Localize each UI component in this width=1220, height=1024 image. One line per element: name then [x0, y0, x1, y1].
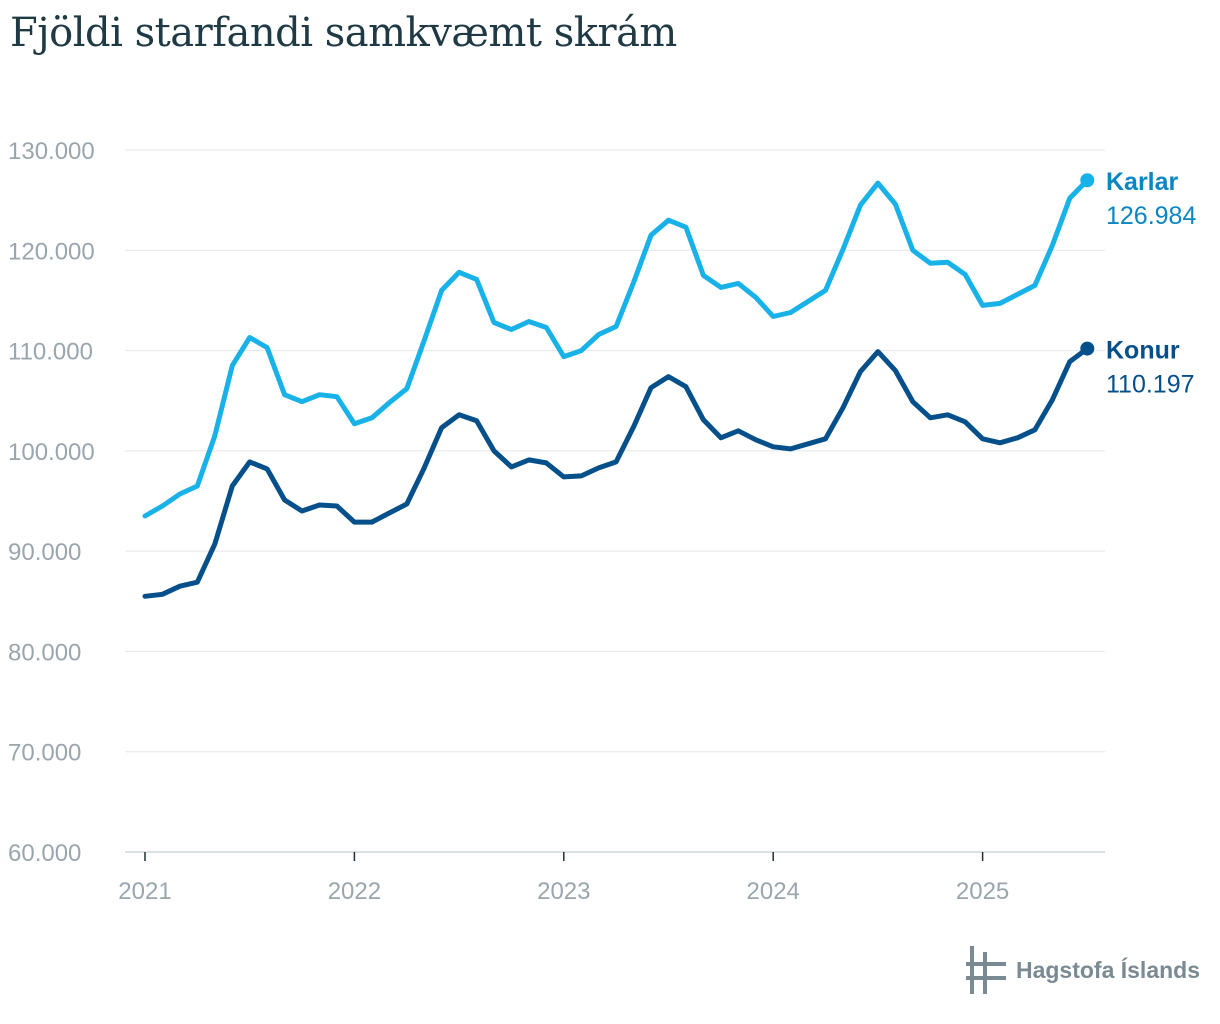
chart-title: Fjöldi starfandi samkvæmt skrám: [10, 10, 677, 56]
y-tick-label: 110.000: [8, 339, 93, 366]
y-tick-label: 100.000: [8, 439, 95, 466]
grid-lines: [125, 149, 1105, 853]
x-tick-label: 2024: [747, 878, 800, 905]
series-value-label: 110.197: [1106, 371, 1195, 399]
y-tick-label: 130.000: [8, 138, 95, 165]
series-name-label: Karlar: [1106, 168, 1179, 196]
series-value-label: 126.984: [1106, 202, 1196, 230]
y-tick-label: 70.000: [8, 740, 81, 767]
series-name-label: Konur: [1106, 337, 1180, 365]
series-labels: Karlar 126.984 Konur 110.197: [1106, 168, 1196, 398]
logo-text: Hagstofa Íslands: [1015, 956, 1200, 983]
y-tick-label: 90.000: [8, 539, 81, 566]
x-tick-label: 2025: [956, 878, 1009, 905]
series-line-karlar: [142, 177, 1090, 519]
series-endpoint-karlar: [1080, 173, 1095, 188]
hagstofa-logo: Hagstofa Íslands: [965, 946, 1200, 994]
series-lines: [142, 173, 1095, 599]
x-tick-label: 2023: [537, 878, 590, 905]
series-line-konur: [142, 346, 1090, 599]
y-tick-label: 80.000: [8, 639, 81, 666]
series-endpoint-konur: [1080, 341, 1095, 356]
y-tick-label: 120.000: [8, 238, 95, 265]
axes: 60.000 70.000 80.000 90.000 100.000 110.000 12…: [8, 138, 1009, 905]
hagstofa-logo-icon: [965, 946, 1006, 994]
x-tick-label: 2021: [118, 878, 171, 905]
x-tick-label: 2022: [328, 878, 381, 905]
y-tick-label: 60.000: [8, 840, 81, 867]
